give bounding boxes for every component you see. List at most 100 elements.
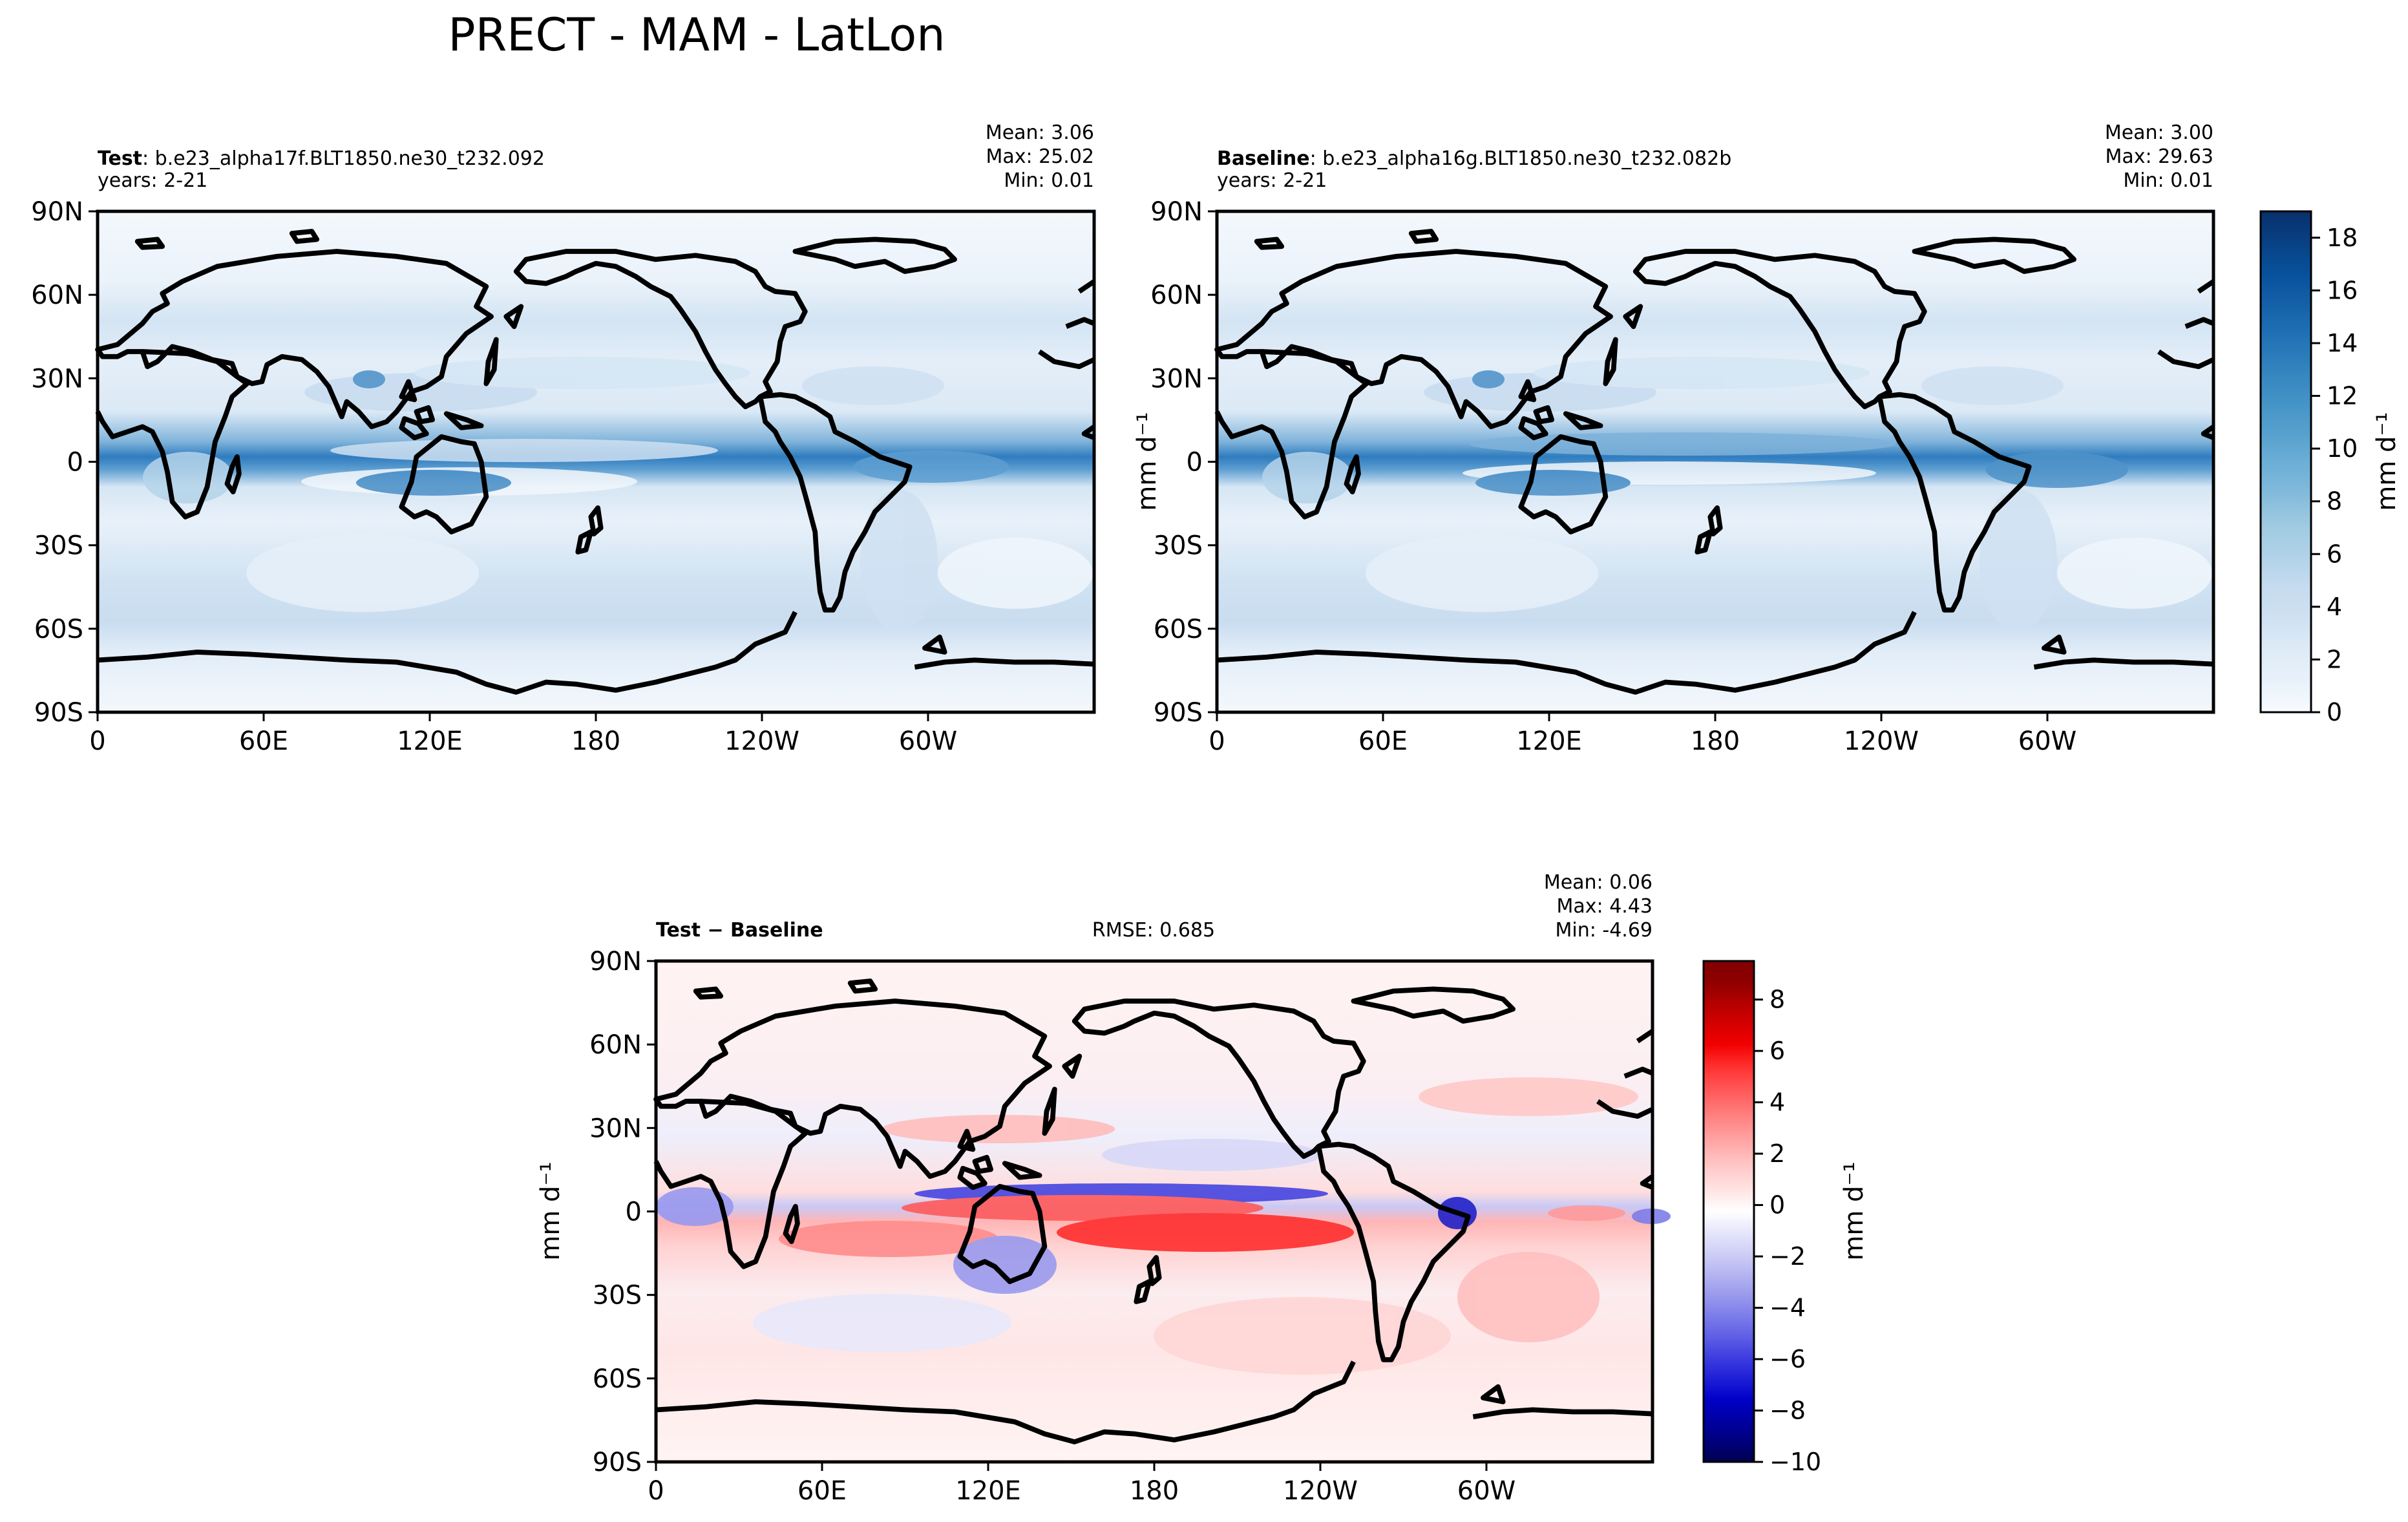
diff-colorbar-label: mm d⁻¹ — [1839, 1161, 1869, 1260]
baseline-lat-tick-label: 60N — [1150, 280, 1203, 310]
diff-lat-tick-label: 90N — [589, 947, 642, 977]
blues-colorbar-tick-label: 10 — [2327, 434, 2358, 463]
test-name-bold: Test — [98, 147, 142, 170]
baseline-name-rest: : b.e23_alpha16g.BLT1850.ne30_t232.082b — [1310, 147, 1732, 170]
test-lat-tick-label: 60S — [34, 615, 83, 644]
diff-lat-tick-label: 60S — [593, 1364, 642, 1394]
diff-lon-tick-label: 180 — [1130, 1476, 1179, 1506]
test-max: Max: 25.02 — [986, 145, 1094, 168]
baseline-panel: Baseline: b.e23_alpha16g.BLT1850.ne30_t2… — [1132, 122, 2213, 756]
diff-lat-tick-label: 0 — [626, 1198, 642, 1227]
test-lat-tick-label: 90S — [34, 698, 83, 728]
baseline-lat-tick-label: 30S — [1154, 531, 1203, 561]
baseline-map[interactable]: 90N 60N 30N 0 30S 60S 90S 0 60E 120E 180 120W 60W — [1150, 197, 2213, 756]
blues-colorbar-tick-label: 8 — [2327, 487, 2342, 516]
test-lon-tick-label: 120W — [724, 726, 799, 756]
baseline-lat-ticks: 90N 60N 30N 0 30S 60S 90S — [1150, 197, 1217, 728]
figure-title: PRECT - MAM - LatLon — [448, 8, 945, 61]
diff-patches — [656, 1077, 1671, 1375]
baseline-name-bold: Baseline — [1217, 147, 1310, 170]
baseline-lat-tick-label: 0 — [1187, 448, 1203, 478]
blues-colorbar-tick-label: 14 — [2327, 329, 2358, 357]
test-lat-tick-label: 30N — [31, 364, 83, 394]
test-lat-tick-label: 0 — [67, 448, 83, 478]
baseline-lon-tick-label: 0 — [1209, 726, 1225, 756]
blues-colorbar-label: mm d⁻¹ — [2372, 412, 2402, 511]
baseline-lon-tick-label: 120W — [1844, 726, 1919, 756]
test-min: Min: 0.01 — [1004, 169, 1094, 192]
diff-colorbar-ticks: −10 −8 −6 −4 −2 0 2 4 6 8 — [1754, 986, 1821, 1476]
test-lon-tick-label: 180 — [571, 726, 620, 756]
test-name-rest: : b.e23_alpha17f.BLT1850.ne30_t232.092 — [142, 147, 545, 170]
blues-colorbar-tick-label: 16 — [2327, 276, 2358, 304]
diff-min: Min: -4.69 — [1556, 919, 1653, 942]
diff-lon-tick-label: 0 — [648, 1476, 664, 1506]
diff-colorbar-tick-label: 8 — [1769, 986, 1785, 1014]
baseline-lon-tick-label: 120E — [1516, 726, 1582, 756]
baseline-max: Max: 29.63 — [2105, 145, 2213, 168]
diff-lon-tick-label: 120E — [955, 1476, 1021, 1506]
test-mean: Mean: 3.06 — [986, 122, 1094, 144]
blues-colorbar-tick-label: 0 — [2327, 698, 2342, 726]
diff-mean: Mean: 0.06 — [1544, 871, 1653, 894]
test-lon-tick-label: 60W — [899, 726, 957, 756]
baseline-header: Baseline: b.e23_alpha16g.BLT1850.ne30_t2… — [1217, 147, 1731, 170]
baseline-years: years: 2-21 — [1217, 169, 1327, 192]
blues-colorbar-tick-label: 6 — [2327, 540, 2342, 568]
test-header: Test: b.e23_alpha17f.BLT1850.ne30_t232.0… — [98, 147, 545, 170]
baseline-lon-ticks: 0 60E 120E 180 120W 60W — [1209, 712, 2076, 756]
test-lat-tick-label: 30S — [34, 531, 83, 561]
diff-map[interactable]: 90N 60N 30N 0 30S 60S 90S 0 60E 120E 180 120W 60W — [589, 947, 1671, 1506]
baseline-mean: Mean: 3.00 — [2105, 122, 2213, 144]
diff-lat-tick-label: 90S — [593, 1448, 642, 1477]
test-panel: Test: b.e23_alpha17f.BLT1850.ne30_t232.0… — [31, 122, 1094, 756]
test-lon-tick-label: 60E — [239, 726, 288, 756]
diff-lon-tick-label: 120W — [1283, 1476, 1358, 1506]
diff-colorbar-tick-label: −10 — [1769, 1448, 1821, 1476]
diff-lon-tick-label: 60E — [797, 1476, 847, 1506]
diff-colorbar-fill — [1704, 961, 1754, 1462]
diff-colorbar-frame — [1702, 960, 1755, 1463]
diff-colorbar-tick-label: 0 — [1769, 1191, 1785, 1220]
baseline-lat-tick-label: 90S — [1154, 698, 1203, 728]
diff-colorbar-tick-label: 2 — [1769, 1139, 1785, 1168]
baseline-lat-tick-label: 90N — [1150, 197, 1203, 227]
diff-lat-tick-label: 60N — [589, 1030, 642, 1060]
baseline-lon-tick-label: 180 — [1691, 726, 1740, 756]
blues-colorbar-fill — [2261, 211, 2311, 712]
baseline-lon-tick-label: 60E — [1358, 726, 1408, 756]
blues-colorbar-tick-label: 4 — [2327, 593, 2342, 621]
blues-colorbar: 0 2 4 6 8 10 12 14 16 18 mm d⁻¹ — [2259, 210, 2402, 726]
test-lat-tick-label: 60N — [31, 280, 83, 310]
diff-colorbar-tick-label: 6 — [1769, 1037, 1785, 1065]
diff-lat-tick-label: 30N — [589, 1114, 642, 1143]
diff-lat-ticks: 90N 60N 30N 0 30S 60S 90S — [589, 947, 656, 1477]
diff-lat-tick-label: 30S — [593, 1281, 642, 1311]
test-lat-tick-label: 90N — [31, 197, 83, 227]
diff-colorbar-tick-label: −6 — [1769, 1345, 1806, 1373]
diff-header: Test − Baseline — [656, 919, 823, 942]
baseline-lon-tick-label: 60W — [2018, 726, 2076, 756]
test-lat-ticks: 90N 60N 30N 0 30S 60S 90S — [31, 197, 98, 728]
blues-colorbar-frame — [2259, 210, 2312, 713]
diff-panel: Test − Baseline RMSE: 0.685 Mean: 0.06 M… — [536, 871, 1671, 1506]
test-map[interactable]: 90N 60N 30N 0 30S 60S 90S 0 60E 120E 180 120W 60W — [31, 197, 1094, 756]
diff-max: Max: 4.43 — [1557, 895, 1653, 918]
test-patches — [143, 357, 1093, 631]
test-lon-tick-label: 120E — [397, 726, 463, 756]
test-lon-ticks: 0 60E 120E 180 120W 60W — [89, 712, 957, 756]
diff-colorbar-tick-label: 4 — [1769, 1088, 1785, 1117]
baseline-lat-tick-label: 30N — [1150, 364, 1203, 394]
baseline-lat-tick-label: 60S — [1154, 615, 1203, 644]
diff-colorbar-tick-label: −8 — [1769, 1397, 1806, 1425]
diff-colorbar: −10 −8 −6 −4 −2 0 2 4 6 8 mm d⁻¹ — [1702, 960, 1869, 1476]
baseline-left-units: mm d⁻¹ — [1132, 412, 1162, 511]
diff-lon-ticks: 0 60E 120E 180 120W 60W — [648, 1462, 1516, 1506]
blues-colorbar-ticks: 0 2 4 6 8 10 12 14 16 18 — [2311, 224, 2358, 726]
diff-rmse: RMSE: 0.685 — [1092, 919, 1215, 942]
test-lon-tick-label: 0 — [89, 726, 105, 756]
blues-colorbar-tick-label: 12 — [2327, 382, 2358, 410]
blues-colorbar-tick-label: 2 — [2327, 645, 2342, 673]
diff-colorbar-tick-label: −4 — [1769, 1294, 1806, 1322]
